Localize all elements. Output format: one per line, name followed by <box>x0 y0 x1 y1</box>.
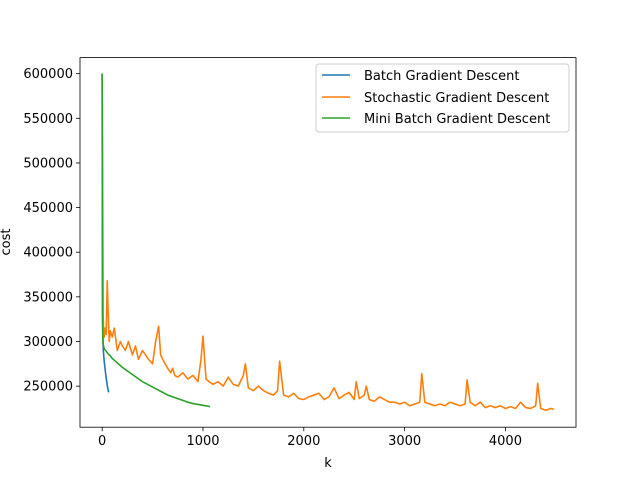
series-layer <box>101 73 555 412</box>
y-tick-label: 550000 <box>23 112 73 127</box>
y-tick-label: 250000 <box>23 380 73 395</box>
series-line-mini-batch-gradient-descent <box>101 73 211 408</box>
plot-frame <box>79 57 577 428</box>
series-line-stochastic-gradient-descent <box>101 73 555 412</box>
y-ticks: 250000 300000 350000 400000 450000 500000 5500… <box>23 67 80 395</box>
y-tick-label: 500000 <box>23 156 73 171</box>
legend-label-batch: Batch Gradient Descent <box>364 69 519 84</box>
y-tick-label: 300000 <box>23 335 73 350</box>
x-tick-label: 1000 <box>186 434 219 449</box>
legend-label-mini-batch: Mini Batch Gradient Descent <box>364 112 550 127</box>
x-ticks: 0 1000 2000 3000 4000 <box>98 427 522 449</box>
legend-box <box>315 63 570 133</box>
legend-label-stochastic: Stochastic Gradient Descent <box>364 91 549 106</box>
x-tick-label: 3000 <box>388 434 421 449</box>
y-tick-label: 450000 <box>23 201 73 216</box>
legend: Batch Gradient Descent Stochastic Gradie… <box>315 63 570 133</box>
x-tick-label: 4000 <box>489 434 522 449</box>
y-axis-label: cost <box>0 229 14 256</box>
x-axis-label: k <box>324 456 332 471</box>
x-tick-label: 2000 <box>287 434 320 449</box>
y-tick-label: 400000 <box>23 246 73 261</box>
y-tick-label: 600000 <box>23 67 73 82</box>
y-tick-label: 350000 <box>23 290 73 305</box>
x-tick-label: 0 <box>98 434 106 449</box>
